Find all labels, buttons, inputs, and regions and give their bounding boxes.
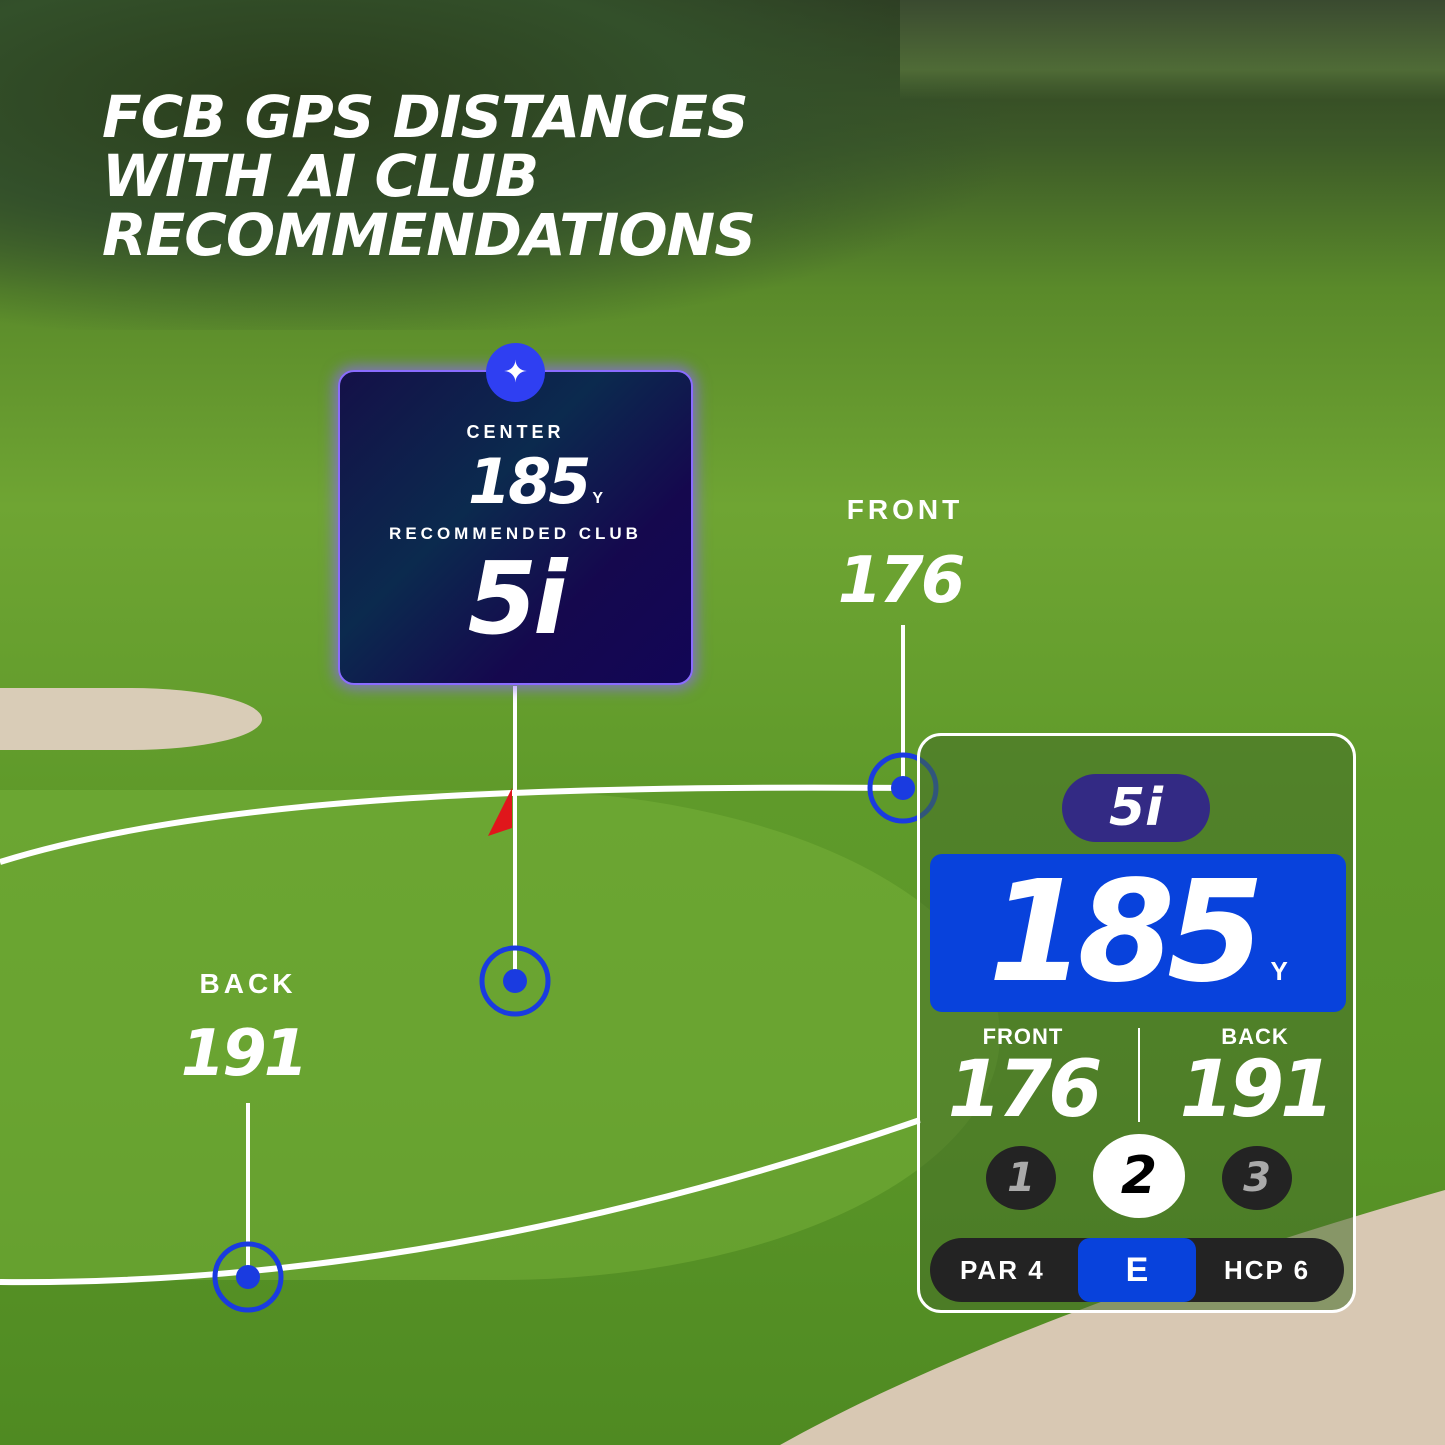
center-marker-icon (479, 945, 551, 1017)
par-label: PAR 4 (960, 1255, 1045, 1285)
divider (1138, 1028, 1140, 1122)
front-label: FRONT (846, 494, 964, 525)
tree-line (0, 0, 1000, 330)
shot-1-button[interactable]: 1 (986, 1146, 1056, 1210)
front-value: 176 (837, 544, 966, 618)
center-distance-box: 185 Y (930, 854, 1346, 1012)
headline: FCB GPS DISTANCES WITH AI CLUB RECOMMEND… (102, 83, 756, 269)
flag-icon (488, 788, 512, 836)
score-badge: E (1078, 1238, 1196, 1302)
center-distance: 185 (467, 445, 591, 518)
headline-line: WITH AI CLUB (102, 142, 539, 210)
back-value: 191 (180, 1017, 309, 1091)
shot-2-button[interactable]: 2 (1093, 1134, 1185, 1218)
green-outline (0, 784, 921, 1286)
headline-line: FCB GPS DISTANCES (102, 83, 749, 151)
club-pill[interactable]: 5i (1062, 774, 1210, 842)
putting-green (0, 790, 1000, 1280)
front-label: FRONT (982, 1024, 1064, 1049)
unit-label: Y (592, 490, 604, 507)
recommended-club: 5i (467, 540, 568, 657)
back-label: BACK (1221, 1024, 1289, 1049)
back-column: BACK 191 (1155, 1024, 1353, 1135)
center-label: CENTER (466, 422, 565, 442)
back-label: BACK (199, 968, 297, 999)
front-value: 176 (947, 1045, 1103, 1135)
ai-recommendation-card: CENTER 185 Y RECOMMENDED CLUB 5i (338, 370, 693, 685)
center-distance: 185 (988, 851, 1264, 1014)
back-value: 191 (1179, 1045, 1335, 1135)
unit-label: Y (1270, 956, 1288, 986)
front-column: FRONT 176 (923, 1024, 1123, 1130)
sand-bunker (0, 688, 262, 750)
hcp-label: HCP 6 (1224, 1255, 1311, 1285)
sparkle-icon: ✦ (486, 343, 545, 402)
shot-3-button[interactable]: 3 (1222, 1146, 1292, 1210)
back-marker-icon (212, 1241, 284, 1313)
recommended-club-label: RECOMMENDED CLUB (389, 524, 642, 543)
watch-screen: 5i 185 Y FRONT 176 BACK 191 1 2 3 PAR 4 … (917, 733, 1356, 1313)
tree-line-distant (900, 0, 1445, 100)
headline-line: RECOMMENDATIONS (102, 201, 756, 269)
hole-info-bar: PAR 4 E HCP 6 (930, 1238, 1344, 1302)
